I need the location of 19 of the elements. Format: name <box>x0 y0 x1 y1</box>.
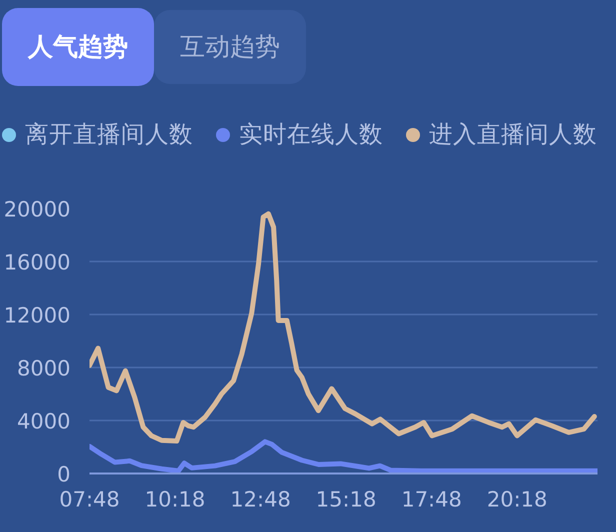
y-tick-label: 0 <box>57 462 71 486</box>
y-tick-label: 4000 <box>17 410 71 434</box>
y-tick-label: 16000 <box>4 250 71 274</box>
x-tick-label: 07:48 <box>59 488 120 512</box>
chart-title: 人气趋势 <box>28 31 128 64</box>
x-tick-label: 15:18 <box>316 488 376 512</box>
legend-label: 实时在线人数 <box>239 119 383 150</box>
x-tick-label: 20:18 <box>486 488 548 512</box>
chart-subtitle: 互动趋势 <box>180 31 280 64</box>
y-tick-label: 20000 <box>4 198 71 222</box>
y-tick-label: 8000 <box>17 356 71 380</box>
tab: 人气趋势 <box>2 8 154 86</box>
x-tick-label: 17:48 <box>401 488 462 512</box>
x-tick-label: 10:18 <box>144 488 206 512</box>
y-tick-label: 12000 <box>4 304 71 328</box>
x-tick-label: 12:48 <box>230 488 291 512</box>
legend-label: 进入直播间人数 <box>429 119 597 150</box>
legend-label: 离开直播间人数 <box>25 119 193 150</box>
tab: 互动趋势 <box>154 10 306 84</box>
